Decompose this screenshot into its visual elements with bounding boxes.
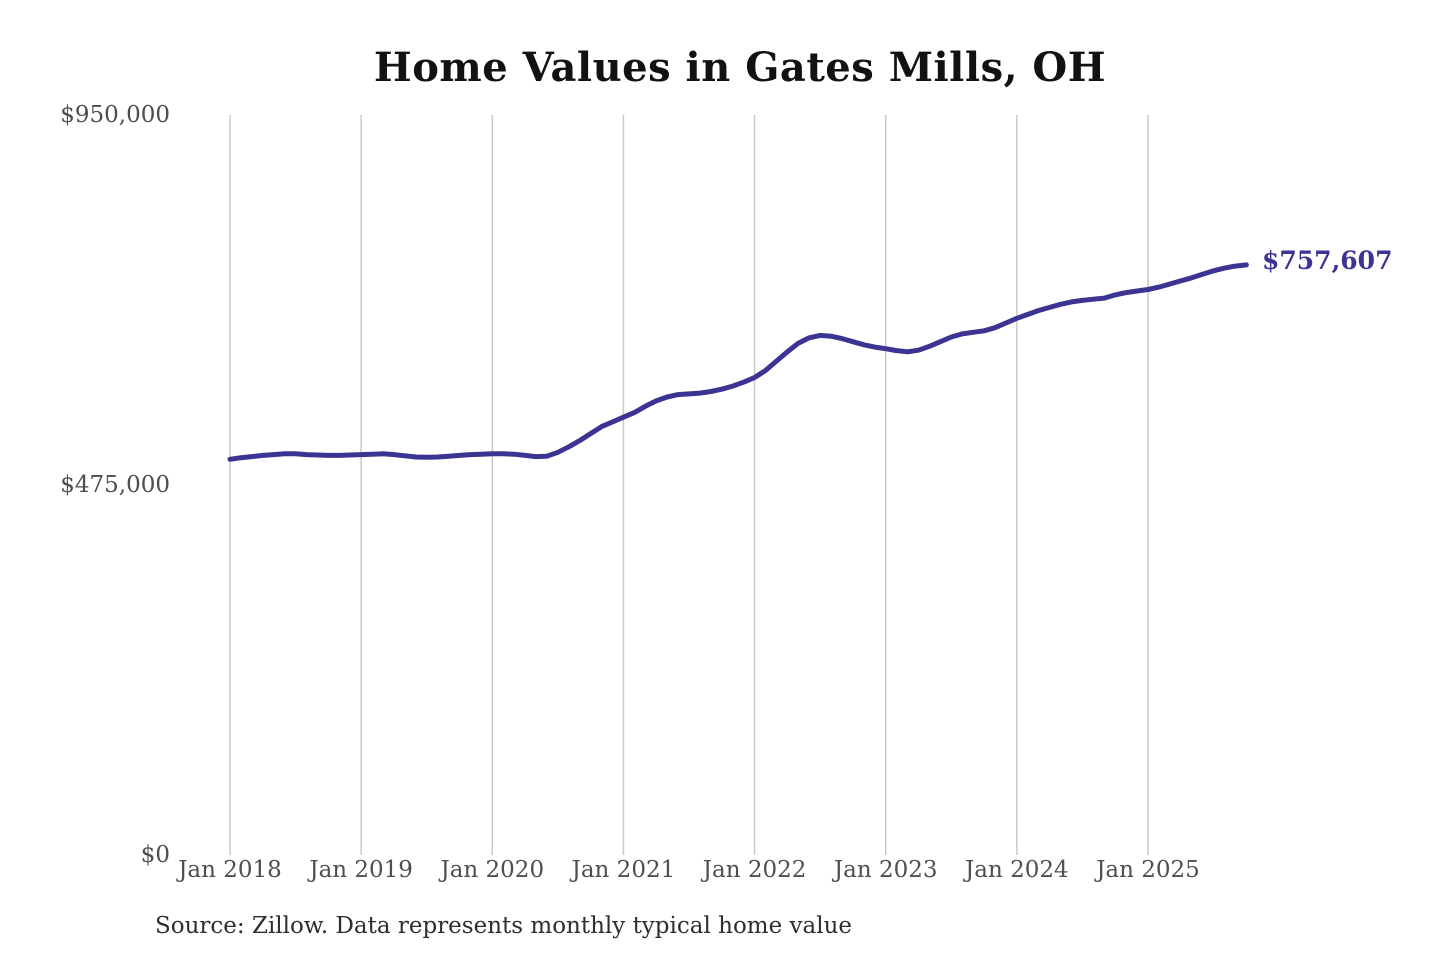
x-axis-label-jan-2018: Jan 2018	[178, 857, 282, 883]
x-axis-label-jan-2022: Jan 2022	[702, 857, 807, 883]
x-axis-label-jan-2019: Jan 2019	[309, 857, 413, 883]
y-axis-label-950000: $950,000	[60, 102, 170, 128]
x-axis-label-jan-2024: Jan 2024	[965, 857, 1069, 883]
x-axis-label-jan-2025: Jan 2025	[1096, 857, 1200, 883]
x-axis-label-jan-2021: Jan 2021	[571, 857, 676, 883]
y-axis-label-0: $0	[140, 842, 170, 868]
plot-area	[227, 115, 1249, 855]
source-note: Source: Zillow. Data represents monthly …	[155, 913, 853, 939]
x-axis-label-jan-2020: Jan 2020	[440, 857, 545, 883]
last-value-label: $757,607	[1262, 246, 1393, 275]
x-axis-label-jan-2023: Jan 2023	[833, 857, 938, 883]
y-axis-label-475000: $475,000	[60, 472, 170, 498]
home-value-line	[227, 262, 1249, 462]
chart-title: Home Values in Gates Mills, OH	[373, 44, 1107, 91]
